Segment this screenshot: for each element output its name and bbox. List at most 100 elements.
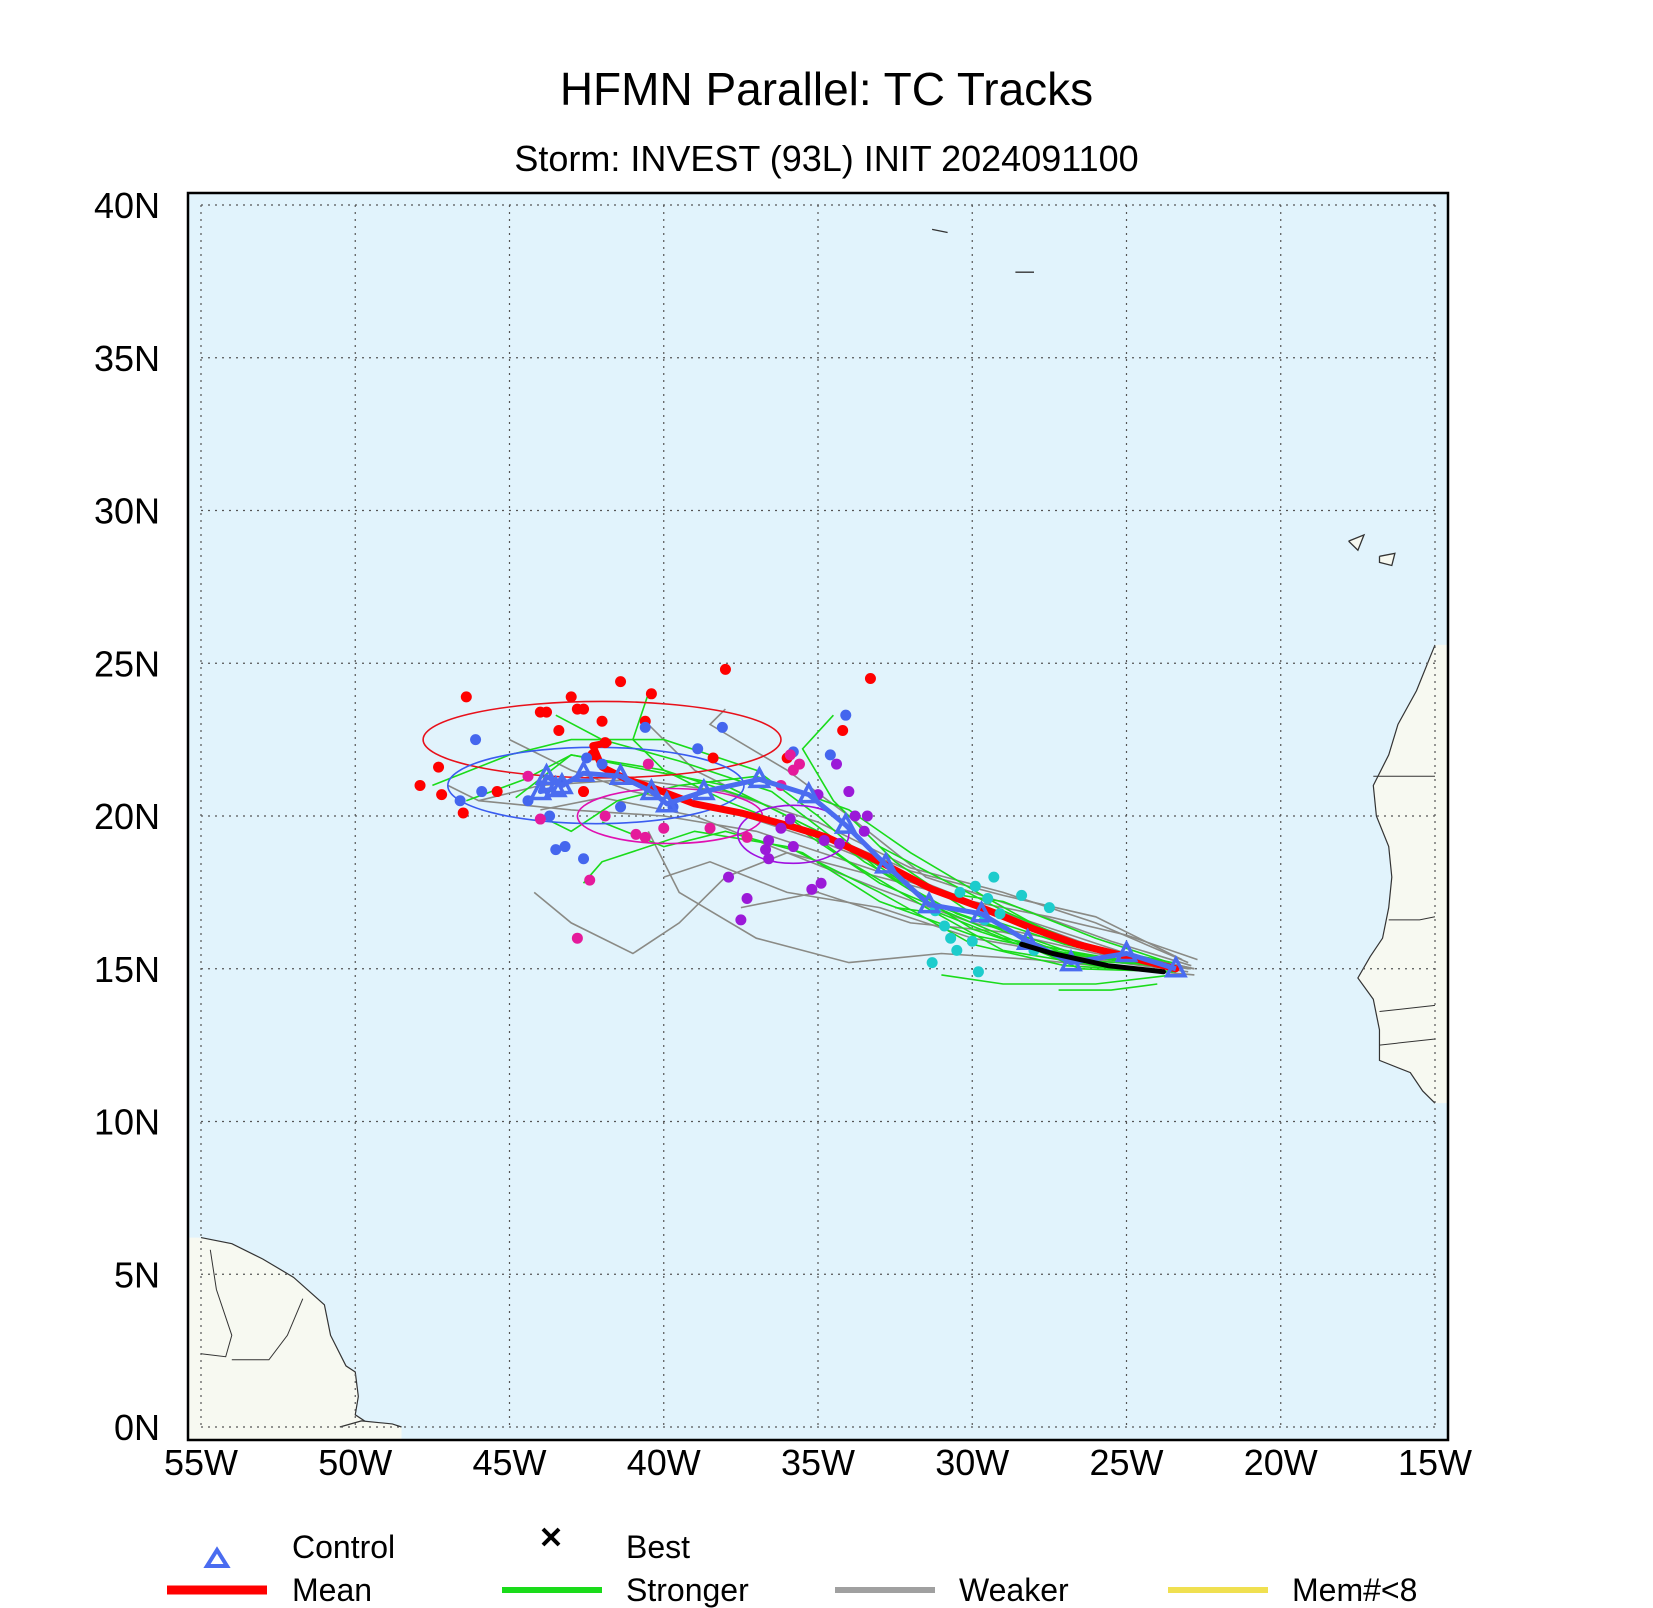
island xyxy=(1378,552,1396,567)
coast-south-america xyxy=(200,1237,375,1428)
track-endpoint xyxy=(457,807,469,819)
track-endpoint xyxy=(544,810,556,822)
tracks-layer xyxy=(414,663,1198,991)
track-endpoint xyxy=(988,871,1000,883)
control-marker xyxy=(969,900,994,923)
border-line xyxy=(200,1249,233,1358)
control-marker xyxy=(1163,955,1188,978)
control-marker xyxy=(1059,948,1083,972)
track-endpoint xyxy=(534,813,546,825)
control-marker xyxy=(796,780,821,804)
track-endpoint xyxy=(541,706,553,718)
track-endpoint xyxy=(982,892,994,904)
track-endpoint xyxy=(642,758,654,770)
mean-track xyxy=(589,739,1180,973)
track-endpoint xyxy=(565,691,577,703)
coast-marajo xyxy=(339,1420,402,1428)
track-endpoint xyxy=(639,721,651,733)
lon-tick-label: 30W xyxy=(935,1442,1009,1483)
track-endpoint xyxy=(470,734,482,746)
track-endpoint xyxy=(723,871,735,883)
control-marker xyxy=(571,759,596,782)
legend-stronger-label: Stronger xyxy=(626,1572,749,1608)
track-endpoint xyxy=(840,709,852,721)
stronger-track xyxy=(1058,983,1158,991)
track-endpoint xyxy=(837,724,849,736)
track-endpoint xyxy=(834,837,846,849)
stronger-track xyxy=(515,754,1176,973)
border-line xyxy=(231,1298,304,1361)
lat-tick-label: 20N xyxy=(94,796,160,837)
track-endpoint xyxy=(735,914,747,926)
track-endpoint xyxy=(994,908,1006,920)
lat-tick-label: 25N xyxy=(94,643,160,684)
map-frame xyxy=(186,191,1450,1442)
track-endpoint xyxy=(553,724,565,736)
chart-title: HFMN Parallel: TC Tracks xyxy=(559,63,1094,115)
track-endpoint xyxy=(454,795,466,807)
legend-best-label: Best xyxy=(626,1529,691,1565)
legend xyxy=(167,1527,1268,1595)
lon-tick-label: 15W xyxy=(1398,1442,1472,1483)
track-endpoint xyxy=(849,810,861,822)
island xyxy=(1348,533,1366,552)
track-endpoint xyxy=(763,834,775,846)
track-endpoint xyxy=(615,676,627,688)
control-track xyxy=(537,770,1177,972)
land-marajo xyxy=(339,1420,402,1440)
track-endpoint xyxy=(793,758,805,770)
control-marker xyxy=(608,762,633,786)
lon-tick-label: 35W xyxy=(781,1442,855,1483)
track-endpoint xyxy=(831,758,843,770)
track-endpoint xyxy=(741,892,753,904)
track-endpoint xyxy=(571,932,583,944)
track-endpoint xyxy=(584,874,596,886)
lat-tick-label: 10N xyxy=(94,1102,160,1143)
control-marker xyxy=(534,762,559,786)
track-endpoint xyxy=(578,703,590,715)
track-endpoint xyxy=(596,715,608,727)
island xyxy=(931,228,948,234)
track-endpoint xyxy=(784,813,796,825)
control-marker xyxy=(654,790,679,813)
coast-west-africa xyxy=(1357,644,1436,1104)
legend-control-symbol xyxy=(203,1546,231,1568)
land-south-america xyxy=(188,1237,374,1440)
lon-tick-label: 50W xyxy=(318,1442,392,1483)
stronger-track xyxy=(801,714,1173,970)
track-endpoint xyxy=(818,834,830,846)
track-endpoint xyxy=(596,758,608,770)
land-layer xyxy=(188,228,1448,1440)
track-endpoint xyxy=(858,825,870,837)
track-endpoint xyxy=(1043,902,1055,914)
control-marker xyxy=(873,851,898,874)
lon-tick-label: 40W xyxy=(627,1442,701,1483)
track-endpoint xyxy=(645,688,657,700)
legend-control-label: Control xyxy=(292,1529,396,1565)
track-endpoint xyxy=(639,831,651,843)
track-endpoint xyxy=(599,810,611,822)
track-endpoint xyxy=(966,935,978,947)
track-endpoint xyxy=(578,786,590,798)
track-endpoint xyxy=(615,801,627,813)
lat-tick-label: 5N xyxy=(114,1254,160,1295)
track-endpoint xyxy=(658,822,670,834)
track-endpoint xyxy=(436,789,448,801)
control-marker xyxy=(639,777,664,801)
track-endpoint xyxy=(815,877,827,889)
track-endpoint xyxy=(945,932,957,944)
track-endpoint xyxy=(861,810,873,822)
track-endpoint xyxy=(719,663,731,675)
control-marker xyxy=(1114,939,1139,963)
track-endpoint xyxy=(704,822,716,834)
track-endpoint xyxy=(784,749,796,761)
track-endpoint xyxy=(864,673,876,685)
track-endpoint xyxy=(630,828,642,840)
lon-tick-label: 20W xyxy=(1244,1442,1318,1483)
track-endpoint xyxy=(824,749,836,761)
legend-weaker-label: Weaker xyxy=(959,1572,1069,1608)
track-endpoint xyxy=(476,786,488,798)
lat-tick-label: 0N xyxy=(114,1407,160,1448)
legend-mean-label: Mean xyxy=(292,1572,373,1608)
